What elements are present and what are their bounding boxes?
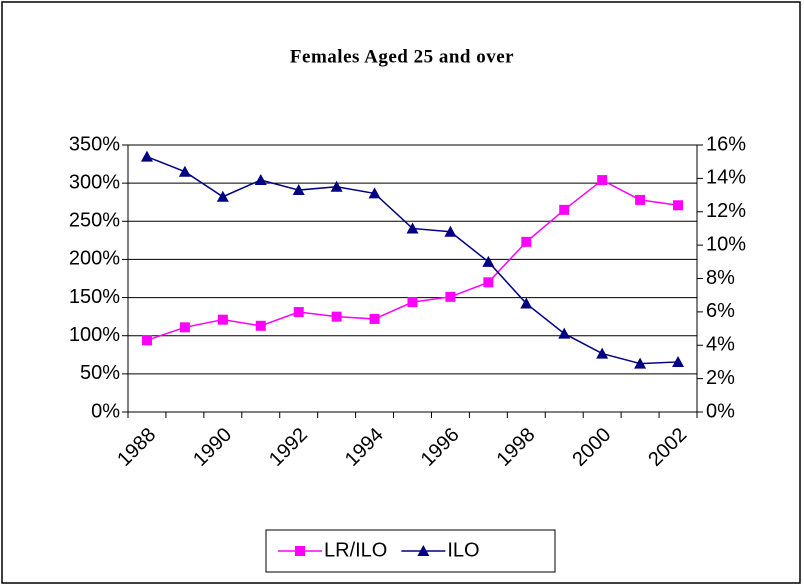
data-point xyxy=(520,297,533,309)
y-tick-label: 0% xyxy=(91,400,120,422)
y2-tick-label: 2% xyxy=(706,367,735,389)
legend: LR/ILO ILO xyxy=(265,529,556,573)
data-point xyxy=(255,320,266,331)
legend-marker xyxy=(417,545,430,556)
data-point xyxy=(521,236,532,247)
data-point xyxy=(292,184,305,196)
data-point xyxy=(368,187,381,199)
y2-tick-label: 10% xyxy=(706,233,746,255)
data-point xyxy=(634,357,647,369)
y2-tick-label: 6% xyxy=(706,300,735,322)
y-tick-label: 100% xyxy=(69,324,120,346)
data-point xyxy=(635,194,646,205)
y-tick-label: 350% xyxy=(69,133,120,155)
legend-marker xyxy=(295,546,305,556)
data-point xyxy=(597,175,608,186)
y-tick-label: 250% xyxy=(69,210,120,232)
data-point xyxy=(406,222,419,234)
data-point xyxy=(673,200,684,211)
data-point xyxy=(254,174,267,186)
data-point xyxy=(596,347,609,359)
y2-tick-label: 14% xyxy=(706,167,746,189)
data-point xyxy=(330,180,343,192)
chart-title: Females Aged 25 and over xyxy=(290,46,514,67)
y2-tick-label: 8% xyxy=(706,267,735,289)
data-point xyxy=(483,277,494,288)
data-point xyxy=(482,255,495,267)
y-tick-label: 300% xyxy=(69,171,120,193)
data-point xyxy=(331,311,342,322)
y2-tick-label: 0% xyxy=(706,400,735,422)
data-point xyxy=(407,297,418,308)
legend-label: ILO xyxy=(447,539,479,561)
data-point xyxy=(445,291,456,302)
legend-label: LR/ILO xyxy=(324,539,387,561)
data-point xyxy=(179,322,190,333)
data-point xyxy=(558,327,571,339)
data-point xyxy=(672,355,685,367)
data-point xyxy=(559,204,570,215)
y2-tick-label: 16% xyxy=(706,133,746,155)
data-point xyxy=(140,150,153,162)
y-tick-label: 200% xyxy=(69,248,120,270)
data-point xyxy=(444,225,457,237)
y2-tick-label: 4% xyxy=(706,334,735,356)
y-tick-label: 150% xyxy=(69,286,120,308)
data-point xyxy=(216,190,229,202)
data-point xyxy=(293,307,304,318)
y2-tick-label: 12% xyxy=(706,200,746,222)
data-point xyxy=(217,314,228,325)
data-point xyxy=(141,335,152,346)
y-tick-label: 50% xyxy=(80,362,120,384)
data-point xyxy=(369,313,380,324)
data-point xyxy=(178,165,191,177)
